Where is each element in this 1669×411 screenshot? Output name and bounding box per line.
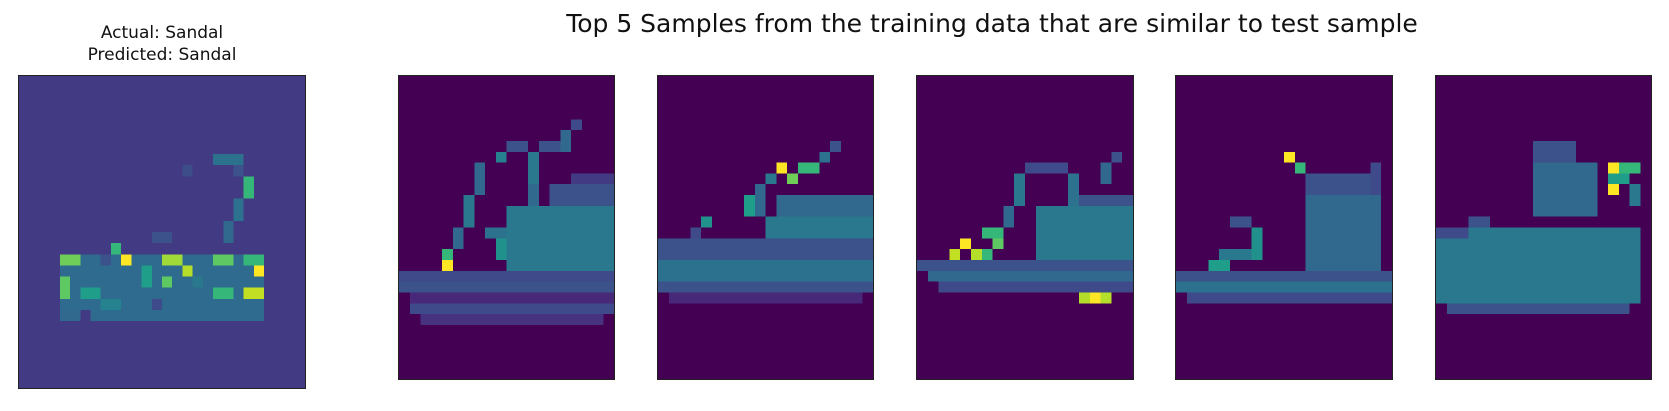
similar-sample-3-image bbox=[916, 75, 1134, 380]
similar-sample-4-image bbox=[1175, 75, 1393, 380]
test-sample-image bbox=[18, 75, 306, 389]
similar-sample-5-image bbox=[1435, 75, 1652, 380]
actual-label: Actual: Sandal bbox=[100, 23, 224, 43]
figure-title: Top 5 Samples from the training data tha… bbox=[566, 9, 1418, 38]
predicted-label: Predicted: Sandal bbox=[87, 45, 237, 65]
similar-sample-2-image bbox=[657, 75, 874, 380]
test-sample-title: Actual: Sandal Predicted: Sandal bbox=[18, 22, 306, 66]
similar-sample-1-image bbox=[398, 75, 615, 380]
